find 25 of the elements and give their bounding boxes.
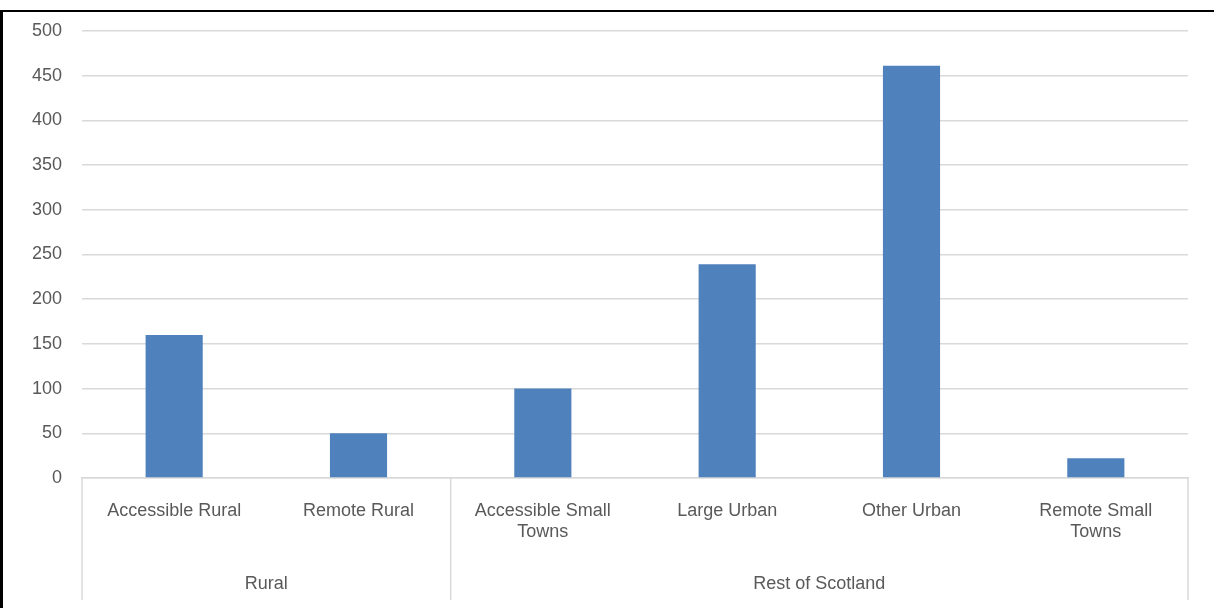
x-tick-label: Other Urban (861, 499, 962, 520)
y-tick-label: 350 (31, 154, 62, 175)
bar (882, 65, 941, 478)
y-tick-label: 250 (31, 243, 62, 264)
y-tick-label: 200 (31, 288, 62, 309)
y-tick-label: 100 (31, 377, 62, 398)
x-tick-label: Accessible Rural (107, 499, 242, 520)
x-tick-label: Large Urban (677, 499, 778, 520)
x-tick-label: Remote Rural (302, 499, 415, 520)
x-tick-label: Accessible Small Towns (474, 499, 611, 542)
y-tick-label: 300 (31, 198, 62, 219)
y-tick-label: 500 (31, 19, 62, 40)
text: Rest of Scotland (753, 572, 886, 593)
bar (514, 388, 572, 478)
bar (329, 433, 388, 478)
y-tick-label: 150 (31, 332, 62, 353)
bar (698, 264, 756, 478)
y-tick-label: 0 (51, 466, 62, 487)
bar (1067, 458, 1125, 478)
y-tick-label: 450 (31, 64, 62, 85)
y-tick-label: 400 (31, 109, 62, 130)
y-tick-label: 50 (41, 422, 62, 443)
bar (145, 334, 203, 478)
x-tick-label: Remote Small Towns (1039, 499, 1153, 542)
text: Rural (244, 572, 288, 593)
